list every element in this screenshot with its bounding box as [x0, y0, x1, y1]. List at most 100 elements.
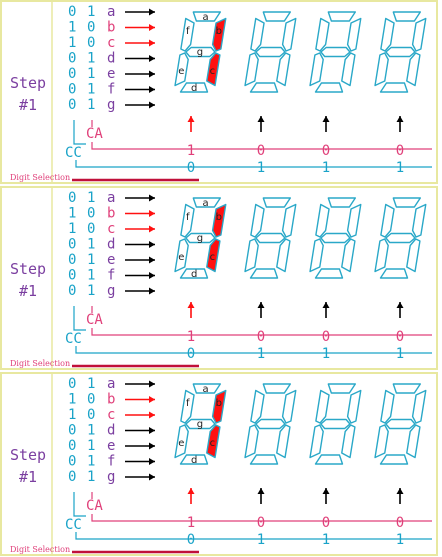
cc-bit: 0 [87, 35, 95, 51]
segment-a [262, 197, 291, 208]
segment-g [255, 232, 286, 244]
segment-g [185, 418, 216, 430]
cc-bit: 1 [87, 51, 95, 67]
ca-bit: 0 [68, 454, 76, 470]
seven-segment-digit [309, 197, 362, 279]
step-word: Step [9, 446, 47, 464]
ca-bit: 1 [68, 35, 76, 51]
segment-label-e: e [178, 252, 184, 263]
segment-arrow [125, 210, 155, 217]
ca-bit: 0 [68, 51, 76, 67]
segment-c [406, 424, 421, 459]
cc-bit: 1 [87, 376, 95, 392]
ca-bit: 0 [68, 252, 76, 268]
segment-label-b: b [216, 212, 222, 223]
segment-arrow [125, 39, 155, 47]
cc-bracket [73, 492, 86, 517]
seven-segment-digit [244, 383, 297, 465]
cc-bit: 1 [87, 438, 95, 454]
segment-a [262, 11, 291, 22]
ca-value: 0 [322, 143, 330, 159]
seven-segment-digit [309, 11, 362, 93]
cc-value: 1 [396, 346, 404, 362]
ca-bit: 1 [68, 392, 76, 408]
ca-bit: 0 [68, 190, 76, 206]
ca-bit: 1 [68, 407, 76, 423]
segment-arrow [125, 473, 155, 481]
cc-value: 1 [257, 160, 265, 176]
cc-bit: 1 [87, 423, 95, 439]
segment-b [411, 203, 427, 238]
segment-label-c: c [210, 252, 216, 263]
ca-bit: 0 [68, 237, 76, 253]
segment-b [211, 203, 227, 238]
cc-bit: 1 [87, 454, 95, 470]
digit-selection-label: Digit Selection [10, 545, 70, 554]
ca-value: 0 [396, 329, 404, 345]
segment-e [309, 238, 324, 273]
segment-c [406, 52, 421, 87]
segment-arrow [125, 225, 155, 233]
segment-name: e [107, 438, 115, 454]
digit-select-arrow [257, 302, 265, 318]
seven-segment-digit [309, 383, 362, 465]
digit-select-arrow [187, 488, 195, 504]
segment-b [281, 17, 297, 52]
segment-d [314, 82, 344, 93]
segment-b [411, 17, 427, 52]
segment-c [206, 52, 221, 87]
segment-name: g [107, 469, 115, 485]
cc-bit: 0 [87, 20, 95, 36]
digit-select-arrow [396, 116, 404, 132]
seven-segment-digit [374, 11, 427, 93]
segment-arrow [125, 241, 155, 248]
segment-name: b [107, 206, 115, 222]
segment-name: a [107, 376, 115, 392]
step-panel: Step #1 0 1 a 1 0 b 1 0 c 0 1 d 0 1 e 0 1 f 0 1 g CA CC Digit Sel… [0, 0, 438, 184]
step-label: Step #1 [6, 258, 50, 302]
ca-value: 0 [257, 329, 265, 345]
step-label: Step #1 [6, 444, 50, 488]
segment-d [379, 268, 409, 279]
segment-name: e [107, 252, 115, 268]
segment-arrow [125, 458, 155, 465]
segment-f [380, 389, 395, 424]
segment-g [185, 232, 216, 244]
segment-a [327, 197, 356, 208]
seven-segment-digit: ab c de fg [174, 383, 227, 466]
segment-name: e [107, 66, 115, 82]
cc-label: CC [65, 145, 82, 161]
segment-d [179, 268, 209, 279]
seven-segment-digit: ab c de fg [174, 11, 227, 94]
segment-e [244, 52, 259, 87]
segment-e [374, 238, 389, 273]
cc-bit: 1 [87, 66, 95, 82]
segment-name: g [107, 283, 115, 299]
cc-bit: 1 [87, 283, 95, 299]
digit-select-arrow [187, 302, 195, 318]
segment-a [392, 383, 421, 394]
segment-g [320, 46, 351, 58]
ca-bit: 0 [68, 438, 76, 454]
cc-bit: 1 [87, 237, 95, 253]
segment-g [185, 46, 216, 58]
digit-select-arrow [396, 302, 404, 318]
cc-line [75, 160, 432, 168]
ca-bit: 0 [68, 283, 76, 299]
cc-label: CC [65, 331, 82, 347]
segment-label-b: b [216, 398, 222, 409]
digit-select-arrow [396, 488, 404, 504]
cc-bit: 1 [87, 469, 95, 485]
segment-name: d [107, 237, 115, 253]
digit-select-arrow [322, 116, 330, 132]
ca-label: CA [86, 498, 103, 514]
segment-c [406, 238, 421, 273]
segment-a [392, 197, 421, 208]
ca-value: 1 [187, 143, 195, 159]
segment-d [379, 82, 409, 93]
segment-name: c [107, 407, 115, 423]
cc-value: 0 [187, 160, 195, 176]
cc-bit: 0 [87, 407, 95, 423]
